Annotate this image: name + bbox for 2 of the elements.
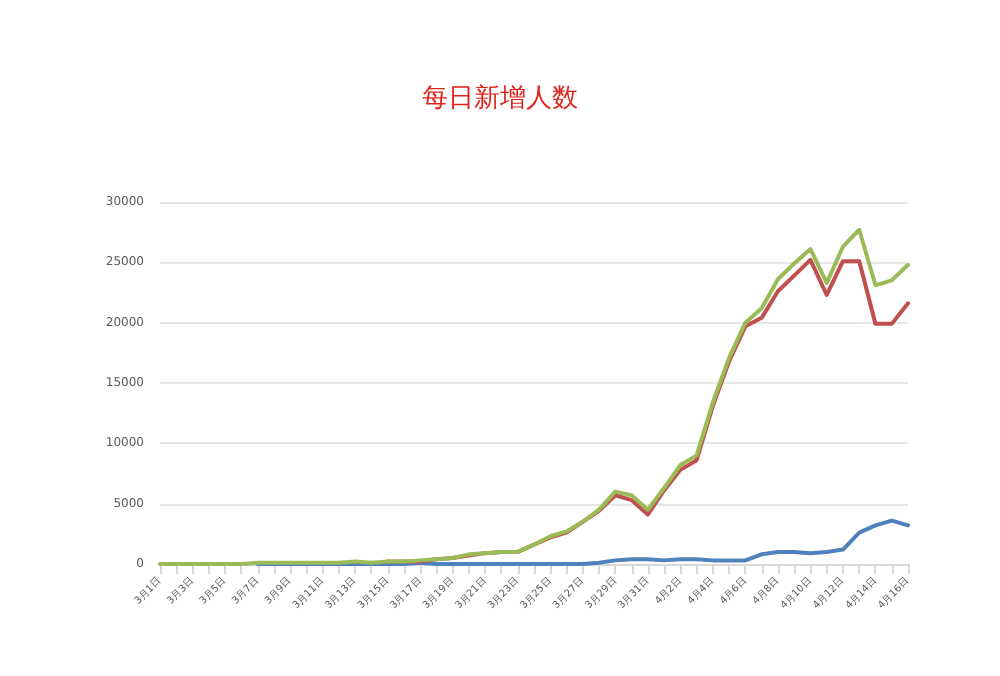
chart-title: 每日新增人数 [422, 84, 578, 114]
line-series [255, 518, 910, 566]
